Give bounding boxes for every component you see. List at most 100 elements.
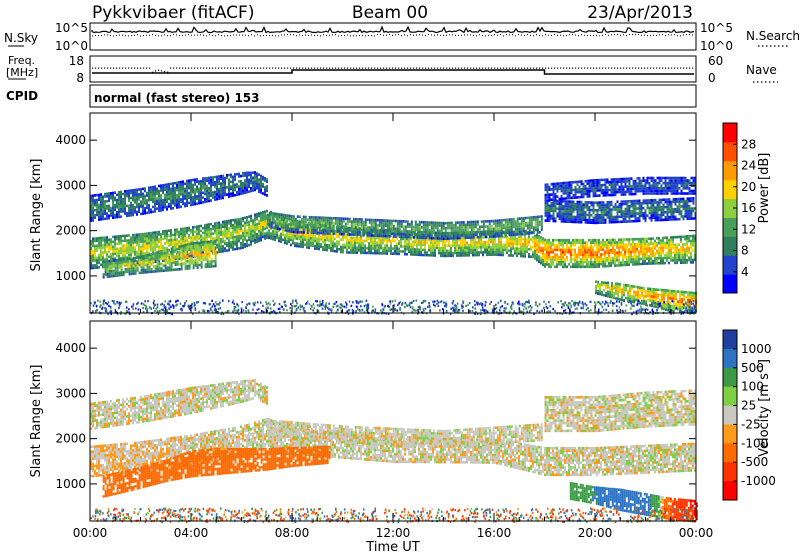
nsearch-point	[392, 34, 393, 36]
heatmap-cell	[360, 218, 363, 221]
heatmap-cell	[414, 235, 416, 239]
heatmap-cell	[370, 247, 372, 250]
heatmap-cell	[192, 191, 194, 194]
nave-point	[524, 67, 526, 69]
heatmap-cell	[186, 231, 188, 235]
heatmap-cell	[436, 241, 438, 245]
nsearch-point	[128, 35, 129, 37]
heatmap-cell	[218, 231, 220, 234]
heatmap-cell	[444, 247, 446, 250]
heatmap-cell	[128, 199, 130, 202]
heatmap-cell	[650, 252, 652, 255]
heatmap-cell	[584, 253, 586, 256]
heatmap-cell	[288, 229, 291, 233]
heatmap-cell	[174, 199, 176, 202]
heatmap-cell	[238, 180, 240, 183]
heatmap-cell	[602, 243, 604, 247]
heatmap-cell	[288, 240, 290, 243]
heatmap-cell	[378, 221, 381, 225]
heatmap-cell	[170, 187, 172, 191]
heatmap-cell	[596, 255, 598, 259]
heatmap-cell	[136, 188, 138, 192]
heatmap-cell	[406, 230, 409, 234]
heatmap-cell	[292, 234, 294, 237]
heatmap-cell	[218, 250, 220, 254]
heatmap-cell	[642, 255, 644, 258]
heatmap-cell	[588, 255, 590, 259]
heatmap-cell	[152, 185, 154, 189]
heatmap-cell	[226, 234, 228, 238]
heatmap-cell	[470, 225, 473, 229]
heatmap-cell	[152, 241, 154, 244]
heatmap-cell	[654, 244, 656, 248]
heatmap-cell	[490, 245, 492, 249]
heatmap-cell	[468, 251, 470, 254]
heatmap-cell	[126, 239, 128, 242]
heatmap-cell	[624, 248, 626, 251]
heatmap-cell	[420, 231, 423, 234]
heatmap-cell	[302, 243, 304, 246]
heatmap-cell	[204, 224, 206, 227]
heatmap-cell	[158, 245, 160, 248]
heatmap-cell	[432, 229, 435, 232]
heatmap-cell	[252, 219, 254, 222]
heatmap-cell	[562, 238, 564, 242]
heatmap-cell	[408, 245, 410, 248]
nave-point	[284, 67, 286, 69]
heatmap-cell	[536, 231, 539, 234]
heatmap-cell	[264, 225, 266, 228]
heatmap-cell	[224, 188, 226, 192]
heatmap-cell	[512, 247, 514, 250]
heatmap-cell	[332, 244, 334, 248]
heatmap-cell	[238, 232, 240, 236]
heatmap-cell	[138, 233, 140, 236]
heatmap-cell	[278, 227, 281, 231]
heatmap-cell	[438, 241, 440, 245]
nave-point	[380, 67, 382, 69]
heatmap-cell	[428, 236, 431, 240]
heatmap-cell	[318, 223, 320, 226]
heatmap-cell	[512, 242, 514, 245]
nave-point	[668, 67, 670, 69]
heatmap-cell	[412, 248, 414, 251]
heatmap-cell	[430, 229, 433, 232]
heatmap-cell	[424, 236, 427, 240]
freq-panel: Freq. [MHz] 18 8 60 0 Nave	[6, 54, 778, 85]
heatmap-cell	[446, 239, 448, 242]
heatmap-cell	[252, 186, 254, 190]
heatmap-cell	[674, 261, 676, 265]
heatmap-cell	[676, 246, 678, 249]
heatmap-cell	[220, 233, 222, 236]
heatmap-cell	[638, 242, 640, 246]
heatmap-cell	[376, 231, 379, 235]
heatmap-cell	[530, 226, 533, 230]
heatmap-cell	[262, 233, 264, 236]
heatmap-cell	[364, 226, 367, 229]
heatmap-cell	[452, 226, 455, 230]
heatmap-cell	[392, 252, 394, 255]
heatmap-cell	[438, 239, 440, 242]
heatmap-cell	[378, 224, 381, 227]
heatmap-cell	[106, 262, 109, 266]
heatmap-cell	[136, 193, 138, 196]
heatmap-cell	[666, 236, 668, 239]
heatmap-cell	[304, 223, 306, 227]
heatmap-cell	[482, 240, 484, 244]
heatmap-cell	[634, 250, 636, 254]
heatmap-cell	[432, 249, 434, 252]
heatmap-cell	[106, 258, 108, 261]
heatmap-cell	[238, 230, 240, 233]
heatmap-cell	[296, 230, 299, 234]
heatmap-cell	[406, 237, 408, 241]
heatmap-cell	[228, 192, 230, 196]
heatmap-cell	[254, 241, 256, 244]
heatmap-cell	[440, 254, 442, 258]
heatmap-cell	[248, 238, 250, 242]
nave-point	[488, 67, 490, 69]
heatmap-cell	[540, 220, 543, 223]
heatmap-cell	[246, 242, 248, 245]
heatmap-cell	[394, 247, 396, 250]
nsearch-point	[521, 34, 522, 36]
heatmap-cell	[472, 225, 475, 229]
heatmap-cell	[108, 209, 110, 213]
